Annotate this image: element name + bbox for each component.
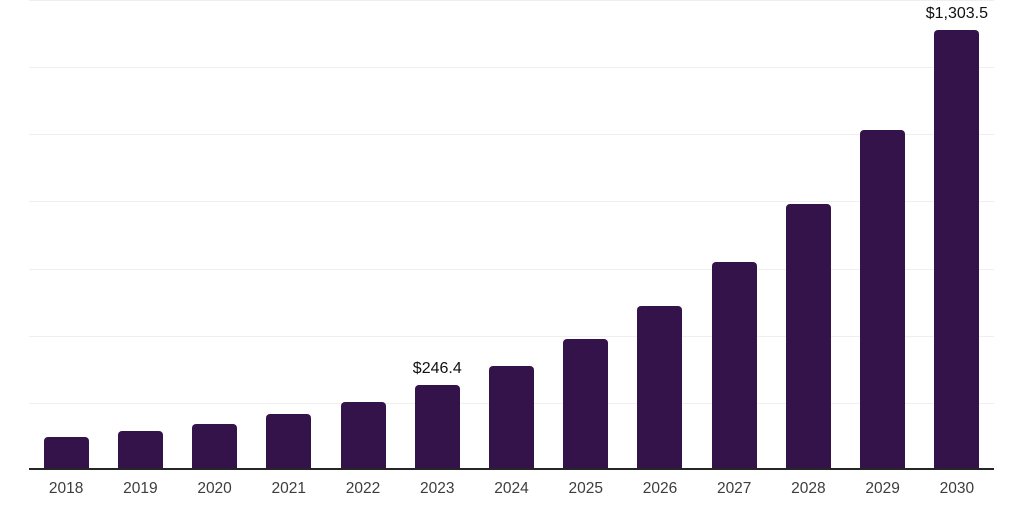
bar-2021 <box>266 414 312 468</box>
bar-2022 <box>340 402 386 468</box>
bar-2023 <box>414 385 460 468</box>
plot-area: $246.4 $1,303.5 <box>29 0 994 470</box>
bar-2019 <box>117 431 163 468</box>
x-tick-label-2021: 2021 <box>271 480 307 497</box>
bar-value-label-2023: $246.4 <box>412 360 462 378</box>
bar-2018 <box>43 436 89 468</box>
bar-2025 <box>563 339 609 468</box>
gridline-800 <box>29 201 994 203</box>
gridline-1000 <box>29 134 994 136</box>
x-tick-label-2020: 2020 <box>197 480 232 497</box>
bar-2030 <box>934 30 980 468</box>
x-tick-label-2023: 2023 <box>420 480 455 497</box>
x-tick-label-2019: 2019 <box>123 480 158 497</box>
bar-2029 <box>860 129 906 468</box>
gridline-1400 <box>29 0 994 1</box>
gridline-600 <box>29 268 994 270</box>
x-tick-label-2028: 2028 <box>791 480 826 497</box>
x-tick-label-2018: 2018 <box>48 480 84 497</box>
bar-2028 <box>785 204 831 468</box>
x-tick-label-2024: 2024 <box>494 480 529 497</box>
x-tick-label-2026: 2026 <box>642 480 678 497</box>
bar-2024 <box>489 365 534 468</box>
bar-2027 <box>711 261 757 468</box>
bar-2020 <box>192 424 238 468</box>
x-tick-label-2027: 2027 <box>716 480 752 497</box>
x-tick-label-2029: 2029 <box>865 480 900 497</box>
bar-value-label-2030: $1,303.5 <box>925 5 989 23</box>
gridline-1200 <box>29 67 994 69</box>
bar-2026 <box>637 305 683 468</box>
x-tick-label-2025: 2025 <box>568 480 603 497</box>
gridline-400 <box>29 335 994 337</box>
x-axis-labels: 2018 2019 2020 2021 2022 2023 2024 2025 2026 2027… <box>29 480 994 504</box>
x-tick-label-2022: 2022 <box>345 480 381 497</box>
x-tick-label-2030: 2030 <box>939 480 975 497</box>
